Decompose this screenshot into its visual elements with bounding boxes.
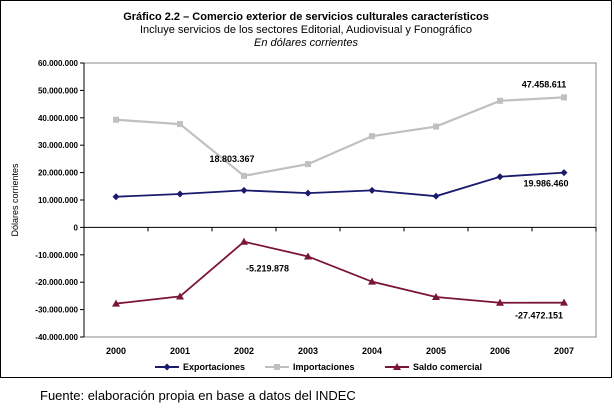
data-label: -27.472.151 bbox=[515, 311, 563, 321]
data-point bbox=[304, 252, 312, 260]
chart-subtitle-units: En dólares corrientes bbox=[254, 37, 358, 49]
y-tick-label: 20.000.000 bbox=[38, 169, 79, 178]
data-point bbox=[177, 121, 183, 128]
data-point bbox=[112, 299, 120, 307]
legend-label: Saldo comercial bbox=[413, 362, 482, 372]
data-point bbox=[241, 172, 247, 179]
legend-label: Importaciones bbox=[293, 362, 355, 372]
data-point bbox=[113, 116, 119, 123]
data-label: 19.986.460 bbox=[523, 179, 568, 189]
data-point bbox=[368, 277, 376, 285]
y-tick-label: 10.000.000 bbox=[38, 196, 79, 205]
data-point bbox=[497, 97, 503, 104]
y-tick-label: -20.000.000 bbox=[35, 278, 78, 287]
x-tick-label: 2007 bbox=[554, 346, 574, 356]
y-tick-label: 0 bbox=[74, 223, 79, 232]
data-point bbox=[240, 237, 248, 245]
series-line-0 bbox=[115, 171, 565, 198]
data-point bbox=[393, 363, 401, 370]
plot-area bbox=[83, 62, 597, 338]
data-point bbox=[560, 298, 568, 306]
chart-title: Gráfico 2.2 – Comercio exterior de servi… bbox=[123, 11, 489, 23]
x-tick-label: 2005 bbox=[426, 346, 446, 356]
data-point bbox=[304, 189, 312, 197]
data-label: 18.803.367 bbox=[209, 154, 254, 164]
data-point bbox=[560, 169, 568, 177]
y-tick-label: -10.000.000 bbox=[35, 251, 78, 260]
y-tick-label: 40.000.000 bbox=[38, 114, 79, 123]
y-tick-label: -30.000.000 bbox=[35, 306, 78, 315]
line-chart: 60.000.000 50.000.000 40.000.000 30.000.000… bbox=[10, 59, 597, 372]
data-point bbox=[112, 193, 120, 201]
data-point bbox=[496, 173, 504, 181]
data-label: 47.458.611 bbox=[522, 79, 567, 89]
data-point bbox=[369, 133, 375, 140]
x-tick-label: 2004 bbox=[362, 346, 382, 356]
data-point bbox=[496, 298, 504, 306]
data-point bbox=[240, 186, 248, 194]
x-tick-label: 2006 bbox=[490, 346, 510, 356]
chart-frame bbox=[0, 0, 612, 378]
source-note: Fuente: elaboración propia en base a dat… bbox=[40, 388, 356, 403]
series-line-2 bbox=[115, 240, 565, 305]
data-point bbox=[305, 161, 311, 168]
data-point bbox=[433, 123, 439, 130]
data-point bbox=[368, 186, 376, 194]
chart-subtitle: Incluye servicios de los sectores Editor… bbox=[140, 24, 472, 36]
data-point bbox=[163, 363, 171, 371]
y-axis-label: Dólares corrientes bbox=[10, 163, 20, 237]
x-tick-label: 2003 bbox=[298, 346, 318, 356]
data-point bbox=[274, 364, 280, 370]
x-tick-label: 2000 bbox=[106, 346, 126, 356]
y-tick-label: 50.000.000 bbox=[38, 86, 79, 95]
y-tick-label: 30.000.000 bbox=[38, 141, 79, 150]
y-tick-label: 60.000.000 bbox=[38, 59, 79, 68]
data-point bbox=[561, 94, 567, 101]
series-line-1 bbox=[115, 96, 565, 178]
data-point bbox=[432, 192, 440, 200]
data-point bbox=[176, 190, 184, 198]
x-tick-label: 2001 bbox=[170, 346, 190, 356]
data-point bbox=[432, 292, 440, 300]
data-label: -5.219.878 bbox=[246, 264, 289, 274]
data-point bbox=[176, 292, 184, 300]
y-tick-label: -40.000.000 bbox=[35, 333, 78, 342]
legend-label: Exportaciones bbox=[183, 362, 245, 372]
x-tick-label: 2002 bbox=[234, 346, 254, 356]
